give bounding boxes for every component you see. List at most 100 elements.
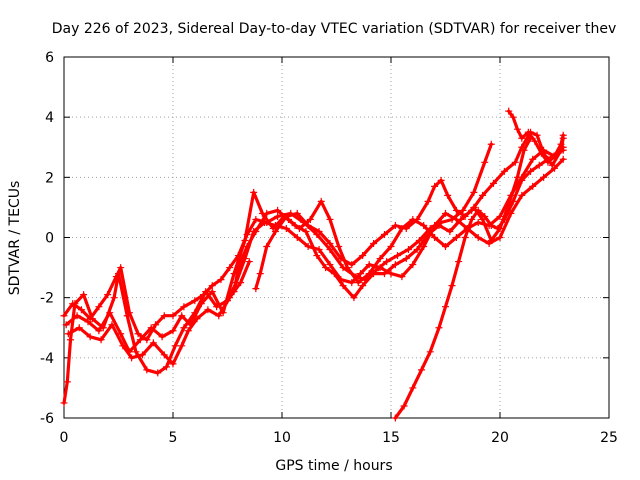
data-point-marker bbox=[481, 212, 489, 220]
data-point-marker bbox=[234, 264, 242, 272]
series-track-1 bbox=[60, 140, 495, 344]
data-point-marker bbox=[446, 227, 454, 235]
data-point-marker bbox=[158, 333, 166, 341]
data-point-marker bbox=[474, 206, 482, 214]
data-point-marker bbox=[557, 140, 565, 148]
data-point-marker bbox=[180, 324, 188, 332]
data-point-marker bbox=[88, 315, 96, 323]
data-point-marker bbox=[356, 270, 364, 278]
data-point-marker bbox=[171, 342, 179, 350]
data-point-marker bbox=[104, 291, 112, 299]
data-point-marker bbox=[274, 206, 282, 214]
data-point-marker bbox=[337, 255, 345, 263]
data-point-marker bbox=[160, 351, 168, 359]
data-point-marker bbox=[511, 158, 519, 166]
data-point-marker bbox=[123, 312, 131, 320]
x-tick-label: 20 bbox=[491, 430, 509, 446]
data-point-marker bbox=[322, 264, 330, 272]
x-tick-label: 15 bbox=[382, 430, 400, 446]
data-point-marker bbox=[191, 297, 199, 305]
y-tick-label: 2 bbox=[45, 170, 54, 186]
data-point-marker bbox=[452, 206, 460, 214]
data-point-marker bbox=[97, 336, 105, 344]
data-point-marker bbox=[409, 384, 417, 392]
x-axis-label: GPS time / hours bbox=[275, 458, 392, 474]
data-point-marker bbox=[420, 221, 428, 229]
data-point-marker bbox=[326, 261, 334, 269]
data-point-marker bbox=[293, 234, 301, 241]
data-point-marker bbox=[64, 330, 72, 338]
data-point-marker bbox=[387, 243, 395, 251]
y-tick-label: 0 bbox=[45, 231, 54, 247]
data-point-marker bbox=[84, 318, 92, 326]
data-point-marker bbox=[339, 282, 347, 290]
data-point-marker bbox=[193, 315, 201, 323]
data-point-marker bbox=[461, 212, 469, 220]
data-point-marker bbox=[282, 224, 290, 232]
data-point-marker bbox=[496, 212, 504, 220]
data-point-marker bbox=[134, 330, 142, 338]
data-point-marker bbox=[180, 303, 188, 311]
data-point-marker bbox=[226, 294, 234, 302]
y-tick-label: 6 bbox=[45, 50, 54, 66]
data-point-marker bbox=[402, 255, 410, 263]
data-point-marker bbox=[217, 276, 225, 284]
data-point-marker bbox=[452, 234, 460, 241]
data-point-marker bbox=[348, 279, 356, 287]
x-tick-label: 10 bbox=[273, 430, 291, 446]
data-point-marker bbox=[527, 167, 535, 175]
data-point-marker bbox=[95, 303, 103, 311]
data-point-marker bbox=[398, 273, 406, 281]
data-point-marker bbox=[77, 306, 85, 314]
data-point-marker bbox=[487, 237, 495, 245]
data-point-marker bbox=[252, 285, 260, 293]
data-point-marker bbox=[354, 279, 362, 287]
y-tick-label: -4 bbox=[40, 351, 54, 367]
data-point-marker bbox=[256, 270, 264, 278]
data-point-marker bbox=[95, 327, 103, 335]
data-point-marker bbox=[197, 300, 205, 308]
data-point-marker bbox=[365, 261, 373, 269]
data-point-marker bbox=[404, 246, 412, 254]
data-point-marker bbox=[152, 321, 160, 329]
data-point-marker bbox=[115, 270, 122, 278]
series-track-2 bbox=[60, 155, 567, 407]
data-point-marker bbox=[537, 149, 545, 157]
tick-label-layer: 0 5 10 15 20 25 -6 -4 -2 0 2 4 6 bbox=[40, 50, 618, 446]
data-point-marker bbox=[424, 197, 432, 205]
series-layer bbox=[60, 107, 567, 422]
data-point-marker bbox=[413, 246, 421, 254]
data-point-marker bbox=[80, 291, 88, 299]
data-point-marker bbox=[409, 261, 417, 269]
x-tick-label: 0 bbox=[60, 430, 69, 446]
data-point-marker bbox=[263, 209, 271, 217]
data-point-marker bbox=[387, 270, 395, 278]
data-point-marker bbox=[548, 161, 556, 169]
data-point-marker bbox=[551, 152, 558, 160]
data-point-marker bbox=[509, 197, 517, 205]
data-point-marker bbox=[468, 215, 476, 223]
data-point-marker bbox=[442, 243, 449, 251]
data-point-marker bbox=[487, 221, 495, 229]
data-point-marker bbox=[343, 264, 351, 272]
data-point-marker bbox=[317, 197, 325, 205]
data-point-marker bbox=[169, 312, 177, 320]
data-point-marker bbox=[60, 399, 68, 407]
data-point-marker bbox=[106, 309, 114, 317]
x-tick-label: 5 bbox=[169, 430, 178, 446]
data-point-marker bbox=[487, 140, 495, 148]
data-point-marker bbox=[293, 209, 301, 217]
data-point-marker bbox=[62, 321, 70, 329]
data-point-marker bbox=[402, 224, 410, 232]
data-point-marker bbox=[326, 240, 334, 248]
data-point-marker bbox=[252, 215, 260, 223]
data-point-marker bbox=[444, 191, 452, 199]
data-point-marker bbox=[178, 312, 186, 320]
data-point-marker bbox=[348, 261, 356, 269]
data-point-marker bbox=[132, 348, 140, 356]
data-point-marker bbox=[73, 312, 81, 320]
data-point-marker bbox=[208, 288, 216, 296]
data-point-marker bbox=[479, 191, 487, 199]
y-axis-label: SDTVAR / TECUs bbox=[7, 181, 23, 296]
